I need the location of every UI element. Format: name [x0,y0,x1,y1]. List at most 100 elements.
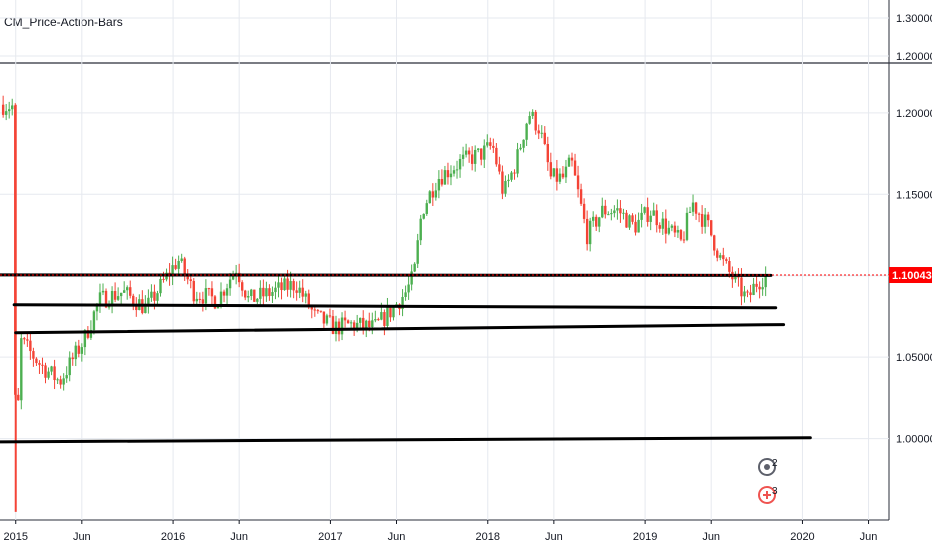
y-tick-label: 1.00000 [896,434,932,446]
candle-body [749,292,752,296]
candle-body [374,319,377,321]
candle-body [389,307,392,318]
candle-body [150,291,153,298]
earnings-event-icon[interactable]: 3 [758,486,778,504]
candle-body [116,296,120,300]
candle-body [198,298,202,300]
candle-body [186,274,189,280]
candle-body [555,168,559,182]
candle-body [619,208,622,214]
candle-body [222,291,226,296]
candle-body [41,364,44,366]
candle-body [658,225,661,229]
candle-body [17,394,20,401]
candle-body [646,207,649,222]
candle-body [495,147,498,165]
candle-body [604,205,607,215]
candle-body [107,306,111,308]
candle-body [616,208,619,211]
candle-body [365,320,368,329]
candle-body [404,292,407,297]
candle-body [307,293,310,308]
candle-body [422,213,425,219]
trendline[interactable] [12,303,778,310]
candle-body [304,293,307,297]
candle-body [486,142,489,146]
candle-body [700,214,704,227]
candle-body [247,296,250,298]
candle-body [710,220,713,236]
candle-body [256,298,259,302]
x-tick-label: Jun [702,531,720,543]
candle-body [355,322,359,330]
candle-body [552,168,556,177]
candle-body [95,304,99,312]
candle-body [80,347,84,354]
candle-body [655,210,658,226]
candle-body [86,330,90,338]
candle-body [652,210,655,216]
candle-body [368,320,371,328]
candle-body [280,282,283,291]
y-tick-label: 1.20000 [896,108,932,120]
candle-body [265,288,268,297]
candle-body [352,322,356,330]
candle-body [44,365,47,378]
candle-body [425,203,428,214]
candle-body [670,225,674,228]
candle-body [667,227,671,234]
candle-body [253,289,256,302]
candle-body [537,130,540,134]
candle-body [371,320,374,328]
candle-body [725,259,728,261]
candle-body [11,105,14,110]
candle-body [522,139,525,148]
candle-body [244,290,247,298]
candle-body [570,157,574,161]
candle-body [625,212,628,228]
candle-body [343,317,347,321]
candle-body [319,310,323,312]
candle-body [71,357,74,360]
candle-body [413,263,416,272]
candle-body [35,358,38,364]
candle-body [540,132,543,134]
candle-body [349,322,353,324]
candle-body [392,306,395,318]
candle-body [322,311,326,324]
time-axis[interactable]: 2015 Jun 2016 Jun 2017 Jun 2018 Jun 2019 Jun 2020 J… [3,520,877,543]
trendline[interactable] [14,323,786,335]
candle-body [313,309,317,311]
candle-body [746,291,749,293]
candle-body [225,288,229,296]
candle-body [68,357,71,376]
candle-body [713,235,716,251]
candle-body [691,202,695,212]
candle-body [38,363,41,365]
y-tick-label: 1.15000 [896,189,932,201]
candle-body [135,304,138,311]
candle-body [328,315,332,317]
candle-body [755,283,758,287]
trendline[interactable] [0,436,812,444]
candle-body [643,207,646,213]
candle-body [331,316,335,335]
dividend-event-icon[interactable]: 2 [758,458,778,476]
candle-body [467,150,471,155]
candle-body [549,162,553,177]
candle-body [576,175,580,190]
candle-body [470,154,474,164]
x-tick-label: 2016 [161,531,185,543]
candle-body [62,378,65,385]
candle-body [325,315,329,324]
candle-body [295,290,298,293]
candle-body [283,278,286,291]
candle-body [640,212,643,220]
current-price-tag [889,267,932,284]
candle-body [50,366,53,372]
candle-body [461,154,465,159]
x-tick-label: Jun [73,531,91,543]
candle-body [716,250,719,258]
candle-body [761,287,764,290]
